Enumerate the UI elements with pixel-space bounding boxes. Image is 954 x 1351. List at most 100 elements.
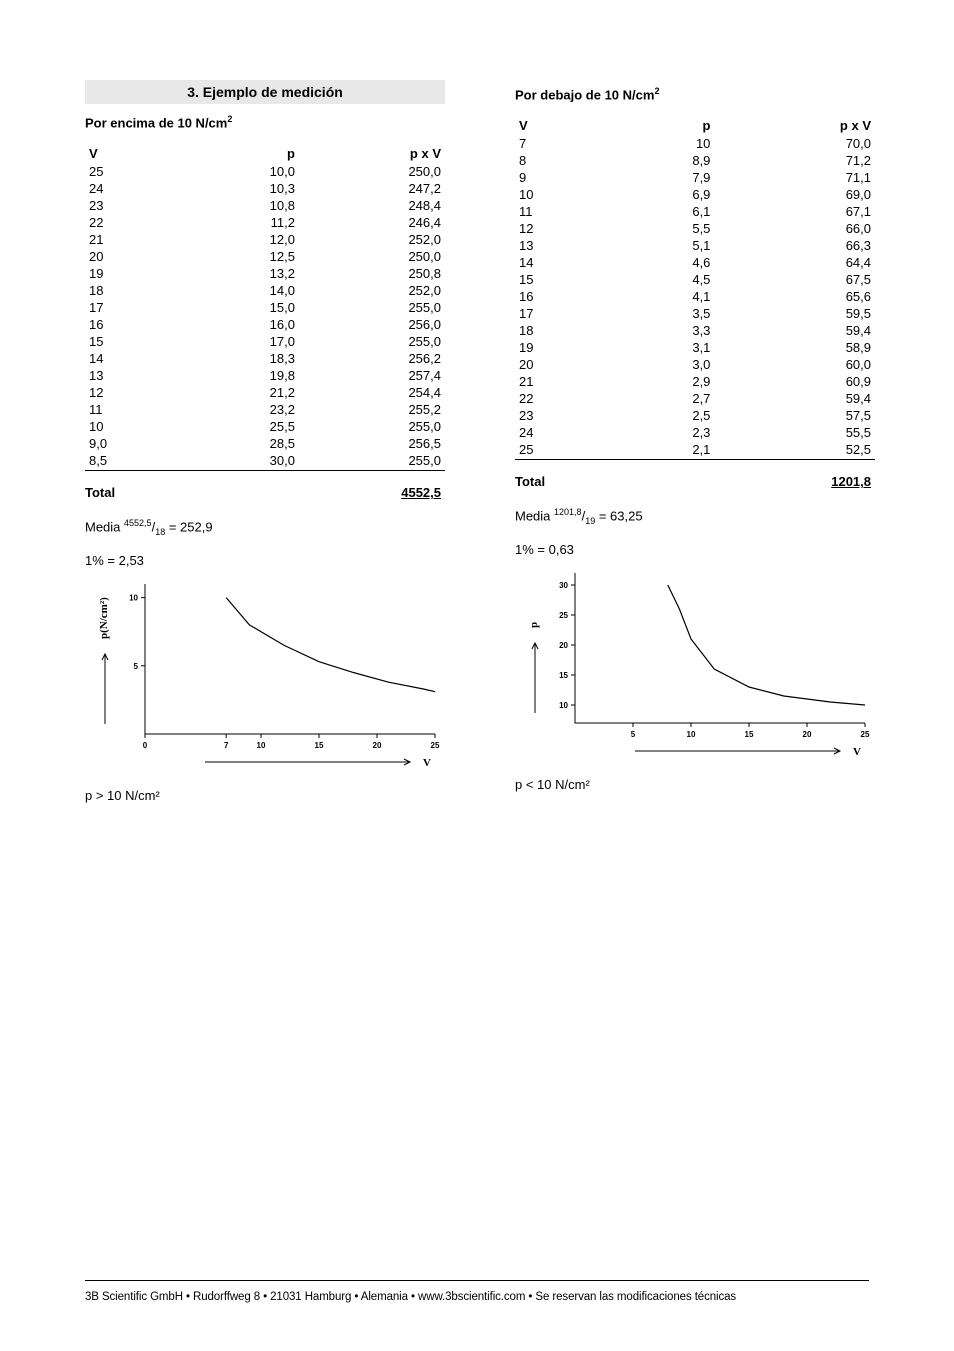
cell-v: 22	[85, 214, 179, 231]
cell-p: 4,1	[607, 288, 714, 305]
svg-text:30: 30	[559, 581, 568, 590]
svg-text:20: 20	[803, 730, 812, 739]
table-row: 164,165,6	[515, 288, 875, 305]
cell-pv: 65,6	[714, 288, 875, 305]
cell-pv: 70,0	[714, 135, 875, 152]
cell-p: 10	[607, 135, 714, 152]
cell-p: 6,9	[607, 186, 714, 203]
cell-v: 14	[515, 254, 607, 271]
cell-pv: 250,0	[299, 163, 445, 180]
svg-text:20: 20	[373, 741, 382, 750]
left-subtitle: Por encima de 10 N/cm2	[85, 114, 445, 130]
cell-pv: 256,5	[299, 435, 445, 452]
cell-pv: 59,5	[714, 305, 875, 322]
svg-text:15: 15	[745, 730, 754, 739]
table-row: 1221,2254,4	[85, 384, 445, 401]
table-row: 232,557,5	[515, 407, 875, 424]
table-row: 193,158,9	[515, 339, 875, 356]
cell-p: 10,0	[179, 163, 299, 180]
svg-text:10: 10	[129, 594, 138, 603]
cell-pv: 255,0	[299, 452, 445, 471]
left-chart: 5100710152025p(N/cm²)V	[85, 574, 445, 774]
cell-p: 2,5	[607, 407, 714, 424]
cell-v: 16	[515, 288, 607, 305]
cell-p: 11,2	[179, 214, 299, 231]
table-row: 222,759,4	[515, 390, 875, 407]
table-row: 1319,8257,4	[85, 367, 445, 384]
cell-v: 25	[85, 163, 179, 180]
cell-p: 3,1	[607, 339, 714, 356]
left-pct: 1% = 2,53	[85, 553, 445, 568]
table-row: 88,971,2	[515, 152, 875, 169]
left-media-pre: Media	[85, 520, 124, 535]
cell-p: 18,3	[179, 350, 299, 367]
cell-pv: 255,0	[299, 418, 445, 435]
cell-v: 14	[85, 350, 179, 367]
svg-text:15: 15	[559, 671, 568, 680]
left-total-value: 4552,5	[401, 485, 441, 500]
cell-pv: 248,4	[299, 197, 445, 214]
svg-text:15: 15	[315, 741, 324, 750]
cell-p: 5,1	[607, 237, 714, 254]
cell-v: 9	[515, 169, 607, 186]
cell-pv: 66,0	[714, 220, 875, 237]
table-row: 1517,0255,0	[85, 333, 445, 350]
cell-v: 10	[515, 186, 607, 203]
cell-v: 18	[85, 282, 179, 299]
table-row: 9,028,5256,5	[85, 435, 445, 452]
cell-pv: 256,0	[299, 316, 445, 333]
cell-pv: 252,0	[299, 231, 445, 248]
table-row: 144,664,4	[515, 254, 875, 271]
svg-text:10: 10	[687, 730, 696, 739]
cell-pv: 250,8	[299, 265, 445, 282]
cell-p: 12,0	[179, 231, 299, 248]
cell-p: 23,2	[179, 401, 299, 418]
cell-pv: 257,4	[299, 367, 445, 384]
cell-v: 23	[85, 197, 179, 214]
table-row: 97,971,1	[515, 169, 875, 186]
cell-v: 17	[85, 299, 179, 316]
cell-pv: 247,2	[299, 180, 445, 197]
left-caption: p > 10 N/cm²	[85, 788, 445, 803]
right-chart: 1015202530510152025pV	[515, 563, 875, 763]
svg-text:V: V	[853, 746, 861, 758]
svg-text:25: 25	[559, 611, 568, 620]
left-total-label: Total	[85, 485, 115, 500]
table-row: 252,152,5	[515, 441, 875, 460]
cell-v: 11	[85, 401, 179, 418]
svg-text:5: 5	[134, 662, 139, 671]
table-row: 154,567,5	[515, 271, 875, 288]
table-row: 212,960,9	[515, 373, 875, 390]
table-row: 1715,0255,0	[85, 299, 445, 316]
cell-v: 23	[515, 407, 607, 424]
cell-pv: 59,4	[714, 390, 875, 407]
table-row: 106,969,0	[515, 186, 875, 203]
table-row: 1616,0256,0	[85, 316, 445, 333]
right-th-p: p	[607, 116, 714, 135]
table-row: 1025,5255,0	[85, 418, 445, 435]
cell-pv: 71,2	[714, 152, 875, 169]
table-row: 1418,3256,2	[85, 350, 445, 367]
cell-v: 20	[85, 248, 179, 265]
cell-p: 16,0	[179, 316, 299, 333]
cell-v: 12	[85, 384, 179, 401]
cell-pv: 64,4	[714, 254, 875, 271]
cell-p: 2,1	[607, 441, 714, 460]
left-media: Media 4552,5/18 = 252,9	[85, 518, 445, 537]
cell-pv: 69,0	[714, 186, 875, 203]
cell-p: 4,6	[607, 254, 714, 271]
cell-pv: 66,3	[714, 237, 875, 254]
right-total-value: 1201,8	[831, 474, 871, 489]
svg-text:p: p	[528, 622, 540, 628]
left-media-den: 18	[155, 527, 165, 537]
cell-v: 9,0	[85, 435, 179, 452]
cell-p: 10,8	[179, 197, 299, 214]
cell-pv: 246,4	[299, 214, 445, 231]
section-title: 3. Ejemplo de medición	[85, 80, 445, 104]
table-row: 1814,0252,0	[85, 282, 445, 299]
cell-v: 7	[515, 135, 607, 152]
right-column: Por debajo de 10 N/cm2 V p p x V 71070,0…	[515, 80, 875, 803]
right-subtitle-sup: 2	[654, 86, 659, 96]
cell-p: 21,2	[179, 384, 299, 401]
table-row: 8,530,0255,0	[85, 452, 445, 471]
